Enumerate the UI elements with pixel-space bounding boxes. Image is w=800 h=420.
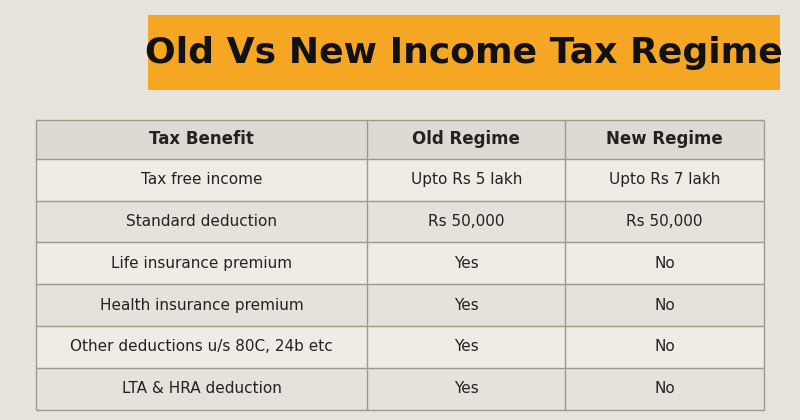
Bar (36, 120, 764, 159)
Text: Yes: Yes (454, 339, 478, 354)
Bar (36, 368, 764, 410)
Text: Health insurance premium: Health insurance premium (100, 297, 303, 312)
Bar (36, 242, 764, 284)
Text: Yes: Yes (454, 381, 478, 396)
Bar (36, 201, 764, 242)
Bar (36, 326, 764, 368)
Text: No: No (654, 297, 675, 312)
Text: Upto Rs 7 lakh: Upto Rs 7 lakh (609, 172, 720, 187)
Text: No: No (654, 339, 675, 354)
Text: Upto Rs 5 lakh: Upto Rs 5 lakh (410, 172, 522, 187)
Text: Yes: Yes (454, 256, 478, 271)
Text: Rs 50,000: Rs 50,000 (428, 214, 505, 229)
Text: No: No (654, 256, 675, 271)
Text: Yes: Yes (454, 297, 478, 312)
Text: Rs 50,000: Rs 50,000 (626, 214, 703, 229)
Bar (36, 159, 764, 201)
Text: No: No (654, 381, 675, 396)
Text: Old Vs New Income Tax Regime: Old Vs New Income Tax Regime (145, 36, 783, 69)
Text: Old Regime: Old Regime (412, 130, 520, 148)
Text: LTA & HRA deduction: LTA & HRA deduction (122, 381, 282, 396)
Bar (36, 284, 764, 326)
FancyBboxPatch shape (148, 15, 780, 90)
Text: Other deductions u/s 80C, 24b etc: Other deductions u/s 80C, 24b etc (70, 339, 333, 354)
Text: New Regime: New Regime (606, 130, 723, 148)
Text: Life insurance premium: Life insurance premium (111, 256, 292, 271)
Text: Standard deduction: Standard deduction (126, 214, 277, 229)
Text: Tax Benefit: Tax Benefit (149, 130, 254, 148)
Text: Tax free income: Tax free income (141, 172, 262, 187)
Bar (36, 120, 764, 409)
